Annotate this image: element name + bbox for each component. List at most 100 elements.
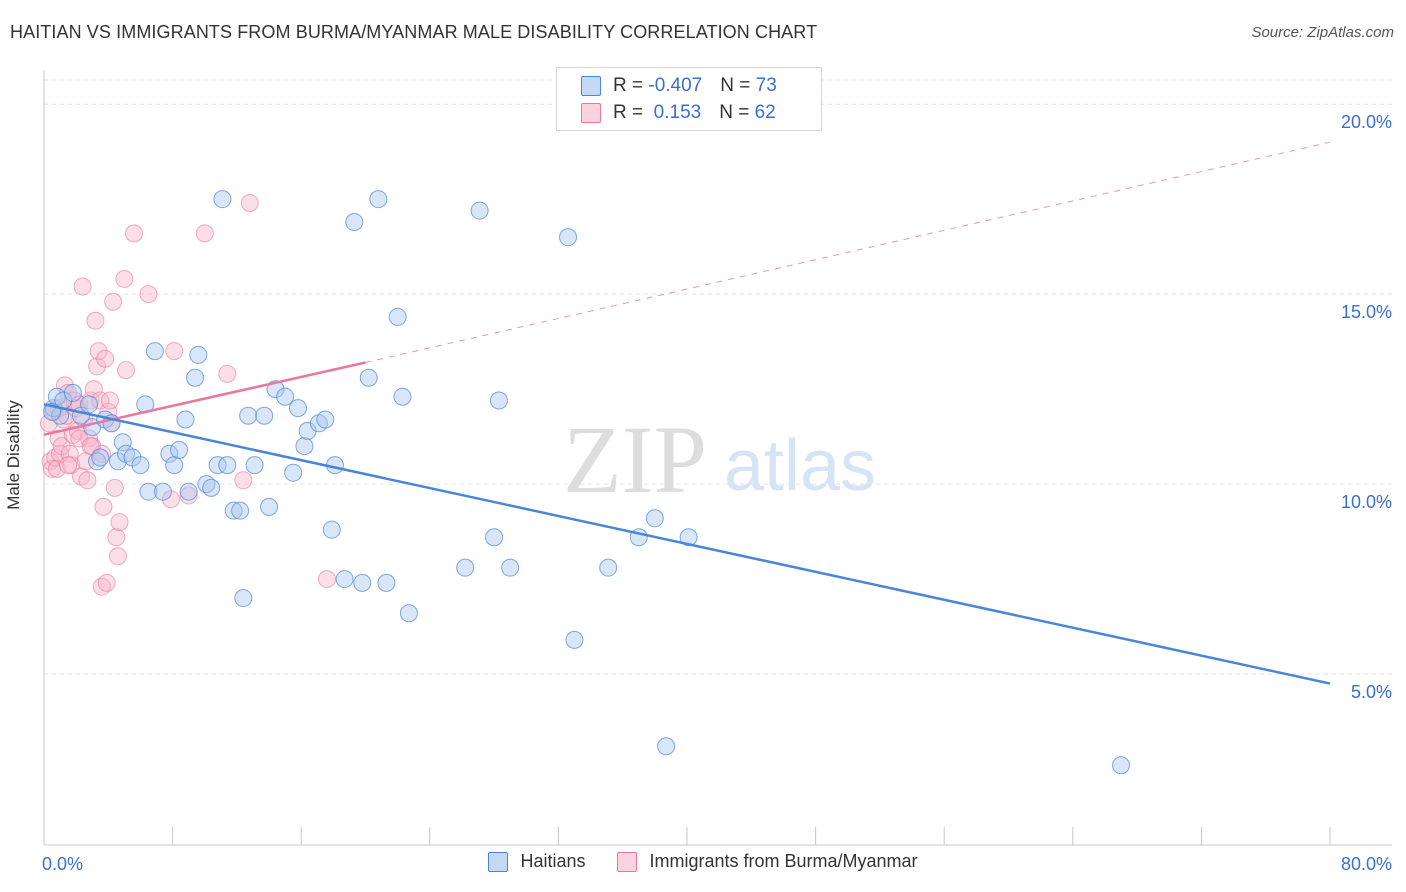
burma-point (97, 573, 116, 592)
haitian-point (239, 406, 258, 425)
haitian-point (131, 456, 150, 475)
burma-point (47, 459, 66, 478)
haitian-point (231, 501, 250, 520)
y-tick-label: 15.0% (1341, 302, 1392, 322)
grid-lines (44, 79, 1392, 675)
haitian-point (145, 342, 164, 361)
burma-point (104, 292, 123, 311)
haitian-point (139, 482, 158, 501)
haitian-point (377, 573, 396, 592)
burma-trend-extension (365, 141, 1331, 364)
legend-n-label: N = (719, 102, 755, 123)
legend-n-label: N = (720, 75, 756, 96)
y-tick-label: 10.0% (1341, 492, 1392, 512)
legend-swatch-pink (617, 851, 638, 872)
x-tick-label: 80.0% (1341, 854, 1392, 874)
legend-r-label: R = (613, 102, 649, 123)
haitian-point (345, 212, 364, 231)
source-label: Source: ZipAtlas.com (1251, 24, 1394, 41)
burma-point (195, 224, 214, 243)
burma-point (317, 570, 336, 589)
axes (43, 70, 1392, 846)
burma-point (240, 193, 259, 212)
legend-n-value: 73 (755, 75, 777, 96)
haitian-point (599, 558, 618, 577)
burma-point (100, 391, 119, 410)
trend-lines (43, 141, 1331, 685)
legend-r-value: -0.407 (648, 75, 703, 96)
haitian-point (456, 558, 475, 577)
haitian-point (359, 368, 378, 387)
haitian-point (489, 391, 508, 410)
haitian-point (80, 395, 99, 414)
burma-point (115, 269, 134, 288)
y-axis-label: Male Disability (4, 400, 23, 510)
haitian-point (353, 573, 372, 592)
burma-point (107, 528, 126, 547)
haitian-point (260, 497, 279, 516)
legend-r-label: R = (613, 75, 649, 96)
haitian-point (501, 558, 520, 577)
legend-row-burma: R = 0.153 N = 62 (581, 100, 776, 126)
legend-swatch-pink (581, 103, 601, 123)
legend-row-haitians: R = -0.407 N = 73 (581, 73, 777, 99)
series-legend: Haitians Immigrants from Burma/Myanmar (0, 851, 1406, 872)
haitian-point (186, 368, 205, 387)
burma-point (108, 547, 127, 566)
haitian-point (565, 630, 584, 649)
haitian-point (224, 501, 243, 520)
burma-point (139, 285, 158, 304)
haitian-point (63, 383, 82, 402)
burma-trend-line (43, 361, 366, 436)
haitian-point (176, 410, 195, 429)
chart-title: HAITIAN VS IMMIGRANTS FROM BURMA/MYANMAR… (10, 22, 818, 42)
haitian-point (245, 456, 264, 475)
haitian-point (470, 201, 489, 220)
haitian-point (234, 589, 253, 608)
haitian-point (179, 482, 198, 501)
burma-point (105, 478, 124, 497)
series-haitians-points (43, 190, 1131, 775)
haitian-point (202, 478, 221, 497)
tick-labels: 5.0% 10.0% 15.0% 20.0% 0.0% 80.0% (42, 112, 1392, 874)
burma-point (179, 486, 198, 505)
haitian-point (316, 410, 335, 429)
legend-label: Haitians (520, 851, 586, 871)
burma-point (94, 497, 113, 516)
haitian-point (388, 307, 407, 326)
burma-point (165, 342, 184, 361)
haitian-point (255, 406, 274, 425)
legend-item-burma[interactable]: Immigrants from Burma/Myanmar (617, 851, 918, 872)
correlation-legend: R = -0.407 N = 73 R = 0.153 N = 62 (556, 67, 822, 131)
legend-label: Immigrants from Burma/Myanmar (649, 851, 918, 871)
burma-point (116, 361, 135, 380)
legend-swatch-blue (581, 76, 601, 96)
haitian-point (322, 520, 341, 539)
haitian-point (165, 456, 184, 475)
haitian-point (335, 570, 354, 589)
haitian-point (679, 528, 698, 547)
watermark-atlas: atlas (724, 426, 876, 506)
haitian-point (485, 528, 504, 547)
legend-item-haitians[interactable]: Haitians (488, 851, 585, 872)
haitian-point (91, 448, 110, 467)
burma-point (59, 456, 78, 475)
burma-point (86, 311, 105, 330)
haitian-point (284, 463, 303, 482)
watermark-zip: ZIP (563, 406, 707, 513)
burma-point (73, 277, 92, 296)
y-tick-label: 20.0% (1341, 112, 1392, 132)
haitian-point (369, 190, 388, 209)
haitian-point (399, 604, 418, 623)
haitian-point (189, 345, 208, 364)
haitian-point (160, 444, 179, 463)
burma-point (110, 513, 129, 532)
haitian-point (213, 190, 232, 209)
haitian-point (1112, 756, 1131, 775)
haitian-point (657, 737, 676, 756)
haitian-trend-line (43, 403, 1331, 685)
haitian-point (295, 437, 314, 456)
legend-swatch-blue (488, 851, 509, 872)
y-tick-label: 5.0% (1351, 682, 1392, 702)
